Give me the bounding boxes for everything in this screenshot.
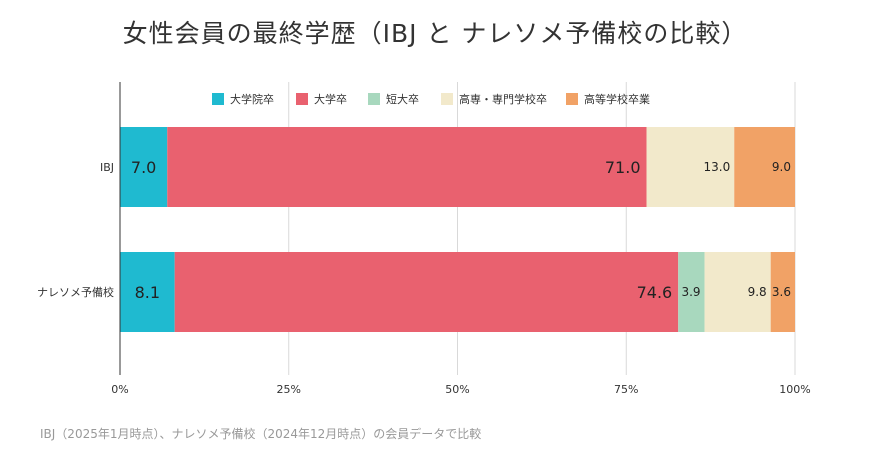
bar-segment xyxy=(704,252,771,332)
legend-label: 高等学校卒業 xyxy=(584,92,650,106)
data-label: 3.9 xyxy=(681,285,700,299)
category-label: IBJ xyxy=(100,161,114,174)
data-label: 8.1 xyxy=(135,283,160,302)
bars: 7.0 71.0 13.0 9.0 8.1 74.6 3.9 9.8 3.6 xyxy=(120,127,795,332)
legend-swatch xyxy=(368,93,380,105)
data-label: 7.0 xyxy=(131,158,156,177)
data-label: 74.6 xyxy=(637,283,673,302)
legend-swatch xyxy=(212,93,224,105)
bar-segment xyxy=(120,252,175,332)
bar-segment xyxy=(167,127,647,207)
legend-label: 高専・専門学校卒 xyxy=(459,92,547,106)
x-tick-label: 75% xyxy=(614,383,638,396)
x-tick-label: 50% xyxy=(445,383,469,396)
legend-label: 大学院卒 xyxy=(230,92,274,106)
data-label: 71.0 xyxy=(605,158,641,177)
x-tick-label: 25% xyxy=(277,383,301,396)
x-tick-label: 100% xyxy=(779,383,810,396)
chart-title: 女性会員の最終学歴（IBJ と ナレソメ予備校の比較） xyxy=(122,19,748,48)
axes: 0% 25% 50% 75% 100% IBJ ナレソメ予備校 xyxy=(37,82,811,396)
bar-segment xyxy=(734,127,795,207)
legend-label: 短大卒 xyxy=(386,92,419,106)
legend: 大学院卒 大学卒 短大卒 高専・専門学校卒 高等学校卒業 xyxy=(212,92,650,106)
bar-segment xyxy=(646,127,735,207)
data-label: 9.0 xyxy=(772,160,791,174)
bar-segment xyxy=(770,252,795,332)
bar-segment xyxy=(120,127,168,207)
category-label: ナレソメ予備校 xyxy=(37,285,114,299)
legend-swatch xyxy=(441,93,453,105)
bar-segment xyxy=(174,252,679,332)
x-tick-label: 0% xyxy=(111,383,128,396)
data-label: 3.6 xyxy=(772,285,791,299)
legend-swatch xyxy=(566,93,578,105)
data-label: 9.8 xyxy=(748,285,767,299)
legend-label: 大学卒 xyxy=(314,92,347,106)
bar-segment xyxy=(678,252,705,332)
data-label: 13.0 xyxy=(704,160,731,174)
footnote: IBJ（2025年1月時点）、ナレソメ予備校（2024年12月時点）の会員データ… xyxy=(40,427,482,441)
legend-swatch xyxy=(296,93,308,105)
